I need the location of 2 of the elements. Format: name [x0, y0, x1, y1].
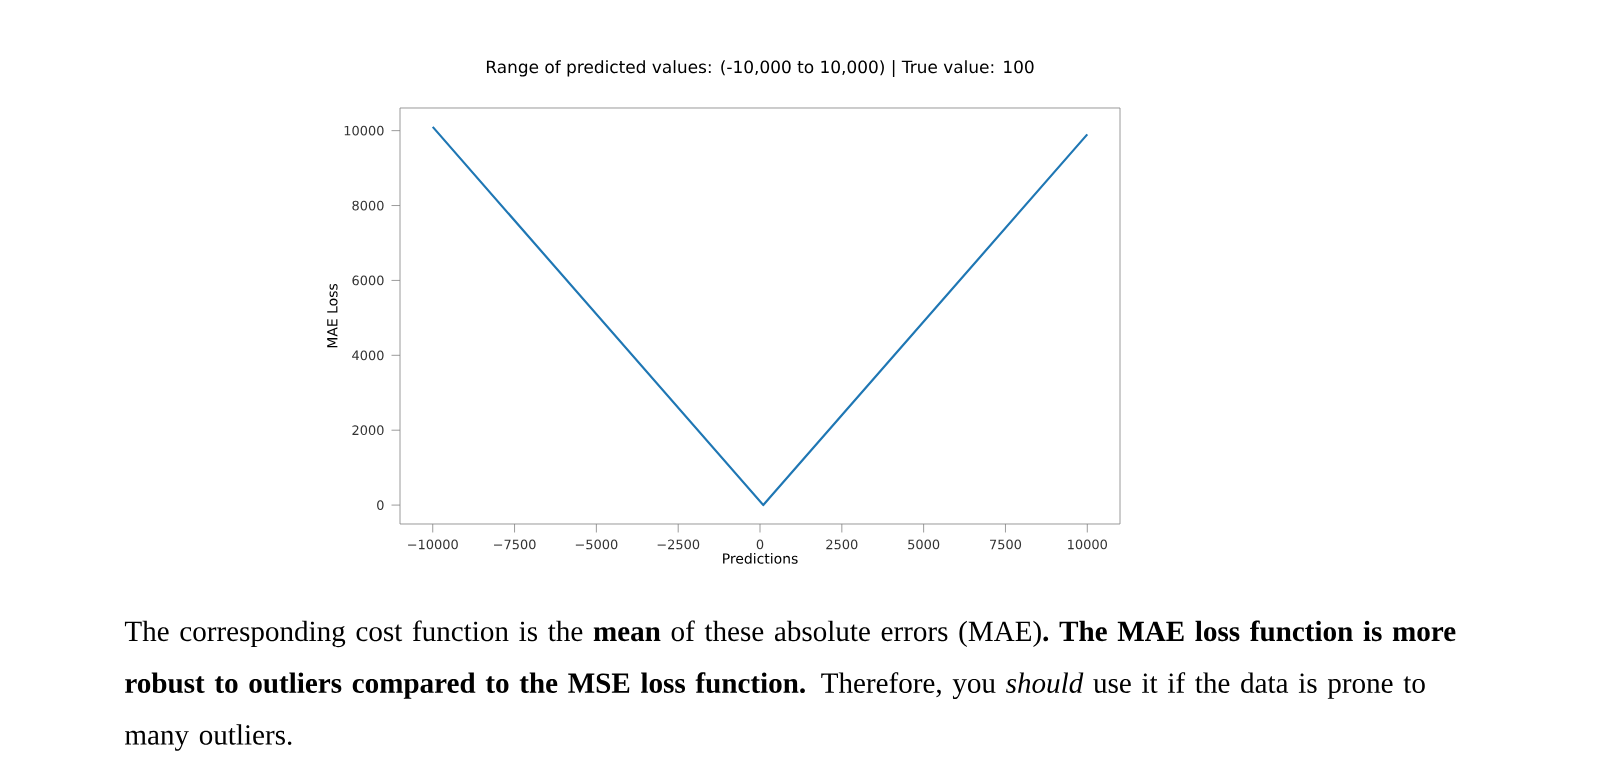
text: The corresponding cost function is the mean of these absolute errors (MAE). The MAE loss function is more robust to outliers compared to the MSE loss function. Therefore, you should use it if the data is prone to many outliers.: [124, 620, 1456, 751]
chart-title: Range of predicted values: (-10,000 to 10,000) | True value: 100: [486, 60, 1034, 77]
